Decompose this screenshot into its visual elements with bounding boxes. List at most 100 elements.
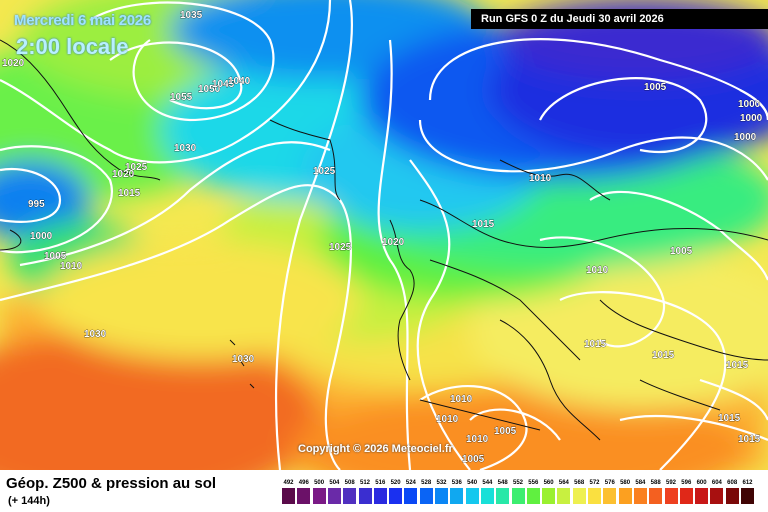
isobar-label: 1015 bbox=[652, 350, 675, 361]
forecast-date: Mercredi 6 mai 2026 bbox=[14, 12, 151, 29]
legend-item: 580 bbox=[618, 478, 632, 504]
legend-swatch bbox=[695, 488, 709, 504]
isobar-label: 1010 bbox=[60, 261, 83, 272]
legend-value: 492 bbox=[283, 480, 294, 486]
isobar-label: 1000 bbox=[734, 132, 757, 143]
legend-item: 536 bbox=[450, 478, 464, 504]
legend-item: 564 bbox=[557, 478, 571, 504]
legend-value: 572 bbox=[589, 480, 600, 486]
coastlines bbox=[0, 39, 768, 441]
isobar-label: 1010 bbox=[450, 394, 473, 405]
legend-value: 608 bbox=[727, 480, 738, 486]
isobar-label: 1010 bbox=[529, 173, 552, 184]
legend-item: 604 bbox=[710, 478, 724, 504]
legend-item: 592 bbox=[664, 478, 678, 504]
legend-item: 596 bbox=[679, 478, 693, 504]
isobar-label: 1015 bbox=[584, 339, 607, 350]
legend-value: 508 bbox=[344, 480, 355, 486]
legend-swatch bbox=[649, 488, 663, 504]
isobar-label: 1010 bbox=[466, 434, 489, 445]
legend-value: 604 bbox=[711, 480, 722, 486]
legend-swatch bbox=[710, 488, 724, 504]
isobar-label: 1015 bbox=[738, 434, 761, 445]
isobar-label: 1020 bbox=[382, 237, 405, 248]
isobar-label: 1000 bbox=[738, 99, 761, 110]
legend-swatch bbox=[358, 488, 372, 504]
isobar-label: 1005 bbox=[670, 246, 693, 257]
legend-item: 524 bbox=[404, 478, 418, 504]
legend-value: 552 bbox=[512, 480, 523, 486]
legend-value: 560 bbox=[543, 480, 554, 486]
legend-value: 548 bbox=[497, 480, 508, 486]
legend-swatch bbox=[343, 488, 357, 504]
legend-value: 556 bbox=[528, 480, 539, 486]
legend-swatch bbox=[312, 488, 326, 504]
forecast-time: 2:00 locale bbox=[16, 34, 129, 59]
legend-item: 528 bbox=[419, 478, 433, 504]
legend-value: 500 bbox=[314, 480, 325, 486]
legend-value: 576 bbox=[604, 480, 615, 486]
legend-swatch bbox=[389, 488, 403, 504]
legend-value: 596 bbox=[681, 480, 692, 486]
legend-value: 584 bbox=[635, 480, 646, 486]
isobars bbox=[0, 0, 768, 470]
legend-value: 504 bbox=[329, 480, 340, 486]
legend-swatch bbox=[496, 488, 510, 504]
isobar-label: 1030 bbox=[174, 143, 197, 154]
isobar-label: 1030 bbox=[232, 354, 255, 365]
legend-value: 540 bbox=[467, 480, 478, 486]
legend-swatch bbox=[725, 488, 739, 504]
legend-item: 520 bbox=[389, 478, 403, 504]
legend-swatch bbox=[404, 488, 418, 504]
legend-swatch bbox=[526, 488, 540, 504]
isobar-label: 1035 bbox=[180, 10, 203, 21]
legend-item: 496 bbox=[297, 478, 311, 504]
isobar-label: 1015 bbox=[118, 188, 141, 199]
isobar-label: 1055 bbox=[170, 92, 193, 103]
legend-item: 540 bbox=[465, 478, 479, 504]
isobar-label: 1040 bbox=[228, 76, 251, 87]
legend-swatch bbox=[603, 488, 617, 504]
legend-swatch bbox=[419, 488, 433, 504]
legend-item: 556 bbox=[526, 478, 540, 504]
legend-value: 544 bbox=[482, 480, 493, 486]
legend-item: 608 bbox=[725, 478, 739, 504]
legend-swatch bbox=[633, 488, 647, 504]
legend-swatch bbox=[297, 488, 311, 504]
isobar-label: 1005 bbox=[644, 82, 667, 93]
legend-value: 536 bbox=[451, 480, 462, 486]
legend-value: 532 bbox=[436, 480, 447, 486]
legend-item: 568 bbox=[572, 478, 586, 504]
legend-item: 500 bbox=[312, 478, 326, 504]
legend-value: 568 bbox=[574, 480, 585, 486]
isobar-label: 1020 bbox=[112, 169, 135, 180]
map-panel: 1035 1020 1055 1050 1045 1040 1030 1025 1015 1025… bbox=[0, 0, 768, 470]
isobar-label: 1010 bbox=[586, 265, 609, 276]
legend-swatch bbox=[327, 488, 341, 504]
isobar-label: 1005 bbox=[462, 454, 485, 465]
legend-swatch bbox=[511, 488, 525, 504]
isobar-label: 1000 bbox=[30, 231, 53, 242]
legend-swatch bbox=[679, 488, 693, 504]
legend-swatch bbox=[465, 488, 479, 504]
legend-swatch bbox=[741, 488, 754, 504]
isobar-label: 1015 bbox=[718, 413, 741, 424]
legend-item: 512 bbox=[358, 478, 372, 504]
legend-value: 592 bbox=[665, 480, 676, 486]
isobar-label: 1030 bbox=[84, 329, 107, 340]
legend-value: 580 bbox=[620, 480, 631, 486]
isobar-label: 1050 bbox=[198, 84, 221, 95]
legend-value: 524 bbox=[405, 480, 416, 486]
legend-value: 516 bbox=[375, 480, 386, 486]
copyright-text: Copyright © 2026 Meteociel.fr bbox=[298, 443, 453, 455]
legend-item: 492 bbox=[282, 478, 295, 504]
legend-swatch bbox=[480, 488, 494, 504]
legend-swatch bbox=[542, 488, 556, 504]
isobar-label: 1015 bbox=[472, 219, 495, 230]
isobar-label: 1010 bbox=[436, 414, 459, 425]
z500-shading bbox=[0, 0, 768, 470]
legend-item: 612 bbox=[741, 478, 754, 504]
isobar-label: 1025 bbox=[313, 166, 336, 177]
legend-value: 600 bbox=[696, 480, 707, 486]
